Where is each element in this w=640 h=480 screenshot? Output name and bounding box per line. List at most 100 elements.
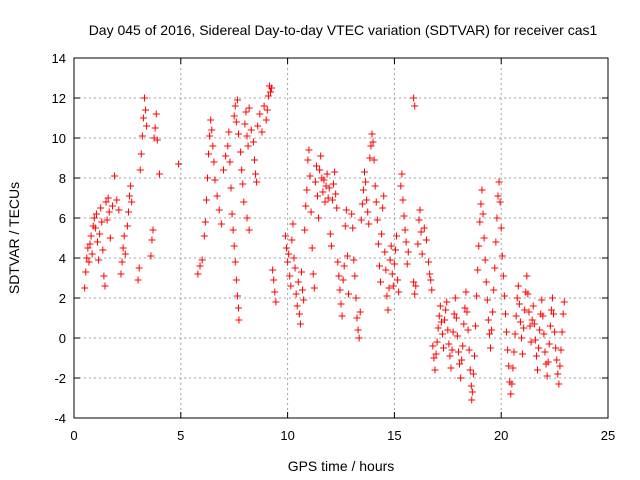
data-point-plus-marker: [458, 356, 466, 364]
data-points-layer: [81, 82, 568, 404]
y-tick-label: 12: [52, 91, 66, 106]
data-point-plus-marker: [357, 216, 365, 224]
data-point-plus-marker: [238, 166, 246, 174]
data-point-plus-marker: [319, 188, 327, 196]
data-point-plus-marker: [104, 194, 112, 202]
data-point-plus-marker: [101, 282, 109, 290]
data-point-plus-marker: [472, 322, 480, 330]
data-point-plus-marker: [530, 320, 538, 328]
data-point-plus-marker: [414, 240, 422, 248]
data-point-plus-marker: [433, 338, 441, 346]
data-point-plus-marker: [84, 244, 92, 252]
data-point-plus-marker: [430, 354, 438, 362]
data-point-plus-marker: [476, 218, 484, 226]
data-point-plus-marker: [495, 178, 503, 186]
tick-layer: [73, 57, 609, 419]
data-point-plus-marker: [348, 210, 356, 218]
data-point-plus-marker: [370, 156, 378, 164]
x-tick-label: 0: [70, 428, 77, 443]
data-point-plus-marker: [501, 310, 509, 318]
data-point-plus-marker: [475, 242, 483, 250]
y-tick-label: 10: [52, 131, 66, 146]
data-point-plus-marker: [124, 208, 132, 216]
data-point-plus-marker: [479, 210, 487, 218]
data-point-plus-marker: [412, 282, 420, 290]
data-point-plus-marker: [554, 370, 562, 378]
data-point-plus-marker: [485, 330, 493, 338]
data-point-plus-marker: [442, 306, 450, 314]
data-point-plus-marker: [532, 352, 540, 360]
data-point-plus-marker: [469, 370, 477, 378]
data-point-plus-marker: [447, 364, 455, 372]
data-point-plus-marker: [401, 226, 409, 234]
data-point-plus-marker: [398, 170, 406, 178]
data-point-plus-marker: [303, 186, 311, 194]
data-point-plus-marker: [482, 278, 490, 286]
data-point-plus-marker: [507, 390, 515, 398]
data-point-plus-marker: [326, 230, 334, 238]
data-point-plus-marker: [543, 372, 551, 380]
data-point-plus-marker: [316, 166, 324, 174]
data-point-plus-marker: [213, 192, 221, 200]
data-point-plus-marker: [351, 272, 359, 280]
data-point-plus-marker: [152, 110, 160, 118]
data-point-plus-marker: [548, 294, 556, 302]
data-point-plus-marker: [330, 180, 338, 188]
data-point-plus-marker: [283, 244, 291, 252]
data-point-plus-marker: [227, 184, 235, 192]
data-point-plus-marker: [397, 182, 405, 190]
data-point-plus-marker: [86, 240, 94, 248]
data-point-plus-marker: [200, 232, 208, 240]
data-point-plus-marker: [497, 224, 505, 232]
data-point-plus-marker: [487, 344, 495, 352]
data-point-plus-marker: [559, 310, 567, 318]
data-point-plus-marker: [291, 264, 299, 272]
data-point-plus-marker: [493, 214, 501, 222]
data-point-plus-marker: [463, 308, 471, 316]
data-point-plus-marker: [302, 202, 310, 210]
data-point-plus-marker: [249, 138, 257, 146]
data-point-plus-marker: [374, 240, 382, 248]
data-point-plus-marker: [241, 120, 249, 128]
data-point-plus-marker: [317, 152, 325, 160]
data-point-plus-marker: [135, 264, 143, 272]
data-point-plus-marker: [250, 156, 258, 164]
data-point-plus-marker: [306, 172, 314, 180]
data-point-plus-marker: [211, 176, 219, 184]
data-point-plus-marker: [115, 206, 123, 214]
data-point-plus-marker: [293, 302, 301, 310]
data-point-plus-marker: [312, 162, 320, 170]
data-point-plus-marker: [538, 296, 546, 304]
data-point-plus-marker: [139, 114, 147, 122]
data-point-plus-marker: [234, 130, 242, 138]
x-tick-label: 10: [280, 428, 294, 443]
data-point-plus-marker: [268, 84, 276, 92]
data-point-plus-marker: [121, 250, 129, 258]
data-point-plus-marker: [529, 302, 537, 310]
y-tick-label: -2: [54, 371, 66, 386]
data-point-plus-marker: [373, 216, 381, 224]
data-point-plus-marker: [441, 316, 449, 324]
data-point-plus-marker: [432, 350, 440, 358]
data-point-plus-marker: [505, 362, 513, 370]
data-point-plus-marker: [119, 244, 127, 252]
data-point-plus-marker: [99, 246, 107, 254]
data-point-plus-marker: [254, 122, 262, 130]
data-point-plus-marker: [557, 346, 565, 354]
data-point-plus-marker: [245, 104, 253, 112]
data-point-plus-marker: [334, 258, 342, 266]
data-point-plus-marker: [356, 308, 364, 316]
data-point-plus-marker: [378, 230, 386, 238]
data-point-plus-marker: [353, 314, 361, 322]
data-point-plus-marker: [556, 362, 564, 370]
data-point-plus-marker: [83, 254, 91, 262]
data-point-plus-marker: [369, 138, 377, 146]
data-point-plus-marker: [338, 312, 346, 320]
data-point-plus-marker: [237, 148, 245, 156]
data-point-plus-marker: [365, 220, 373, 228]
data-point-plus-marker: [372, 198, 380, 206]
data-point-plus-marker: [446, 352, 454, 360]
data-point-plus-marker: [489, 308, 497, 316]
